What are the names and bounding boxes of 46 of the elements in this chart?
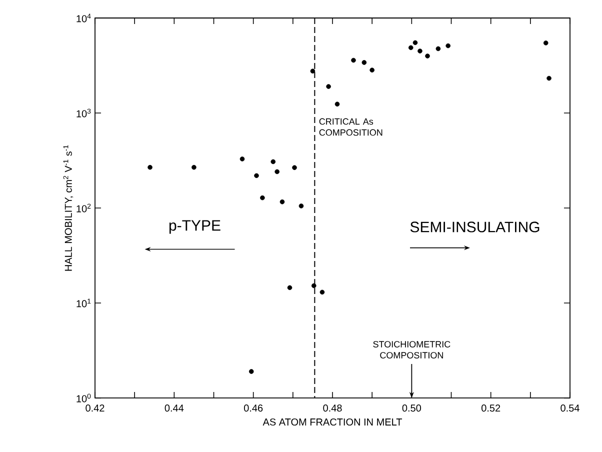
point xyxy=(370,68,374,72)
point xyxy=(248,369,254,374)
y-axis-title: HALL MOBILITY, cm$^{2}$ V$^{-1}$ s$^{-1}$ xyxy=(63,145,74,271)
point xyxy=(254,173,259,178)
y-tick-label: 10$^{3}$ xyxy=(76,108,91,118)
x-axis-title: AS ATOM FRACTION IN MELT xyxy=(262,418,402,426)
point xyxy=(280,199,285,204)
point xyxy=(312,283,316,288)
point xyxy=(543,40,548,46)
point xyxy=(192,164,196,170)
point xyxy=(310,68,316,74)
x-tick-label: 0.54 xyxy=(560,404,580,412)
x-tick-label: 0.44 xyxy=(164,404,184,412)
x-tick-label: 0.50 xyxy=(402,404,422,412)
point xyxy=(418,48,422,54)
point xyxy=(326,84,331,89)
y-tick-label: 10$^{0}$ xyxy=(76,394,91,402)
annotation: SEMI-INSULATING xyxy=(410,222,540,232)
point xyxy=(148,164,152,170)
point xyxy=(260,195,265,200)
point xyxy=(274,169,280,174)
ref-line-label: CRITICAL As COMPOSITION xyxy=(319,118,382,136)
point xyxy=(362,60,367,65)
point xyxy=(292,165,297,170)
y-tick-label: 10$^{2}$ xyxy=(76,204,91,212)
point xyxy=(240,156,245,162)
annotation: p-TYPE xyxy=(169,220,220,234)
point xyxy=(351,58,356,63)
point xyxy=(270,159,276,164)
point xyxy=(287,285,292,290)
point xyxy=(412,40,418,46)
point xyxy=(334,102,340,107)
point xyxy=(320,290,325,295)
y-tick-label: 10$^{4}$ xyxy=(76,14,91,22)
point xyxy=(298,204,304,208)
point xyxy=(408,45,414,50)
x-tick-label: 0.46 xyxy=(244,404,263,412)
x-tick-label: 0.52 xyxy=(481,404,500,412)
point xyxy=(546,76,552,81)
x-tick-label: 0.42 xyxy=(86,404,104,412)
point xyxy=(436,46,441,52)
point xyxy=(425,54,430,58)
y-tick-label: 10$^{1}$ xyxy=(76,298,91,308)
x-tick-label: 0.48 xyxy=(323,404,342,412)
annotation: STOICHIOMETRIC COMPOSITION xyxy=(373,341,450,358)
point xyxy=(446,43,450,48)
